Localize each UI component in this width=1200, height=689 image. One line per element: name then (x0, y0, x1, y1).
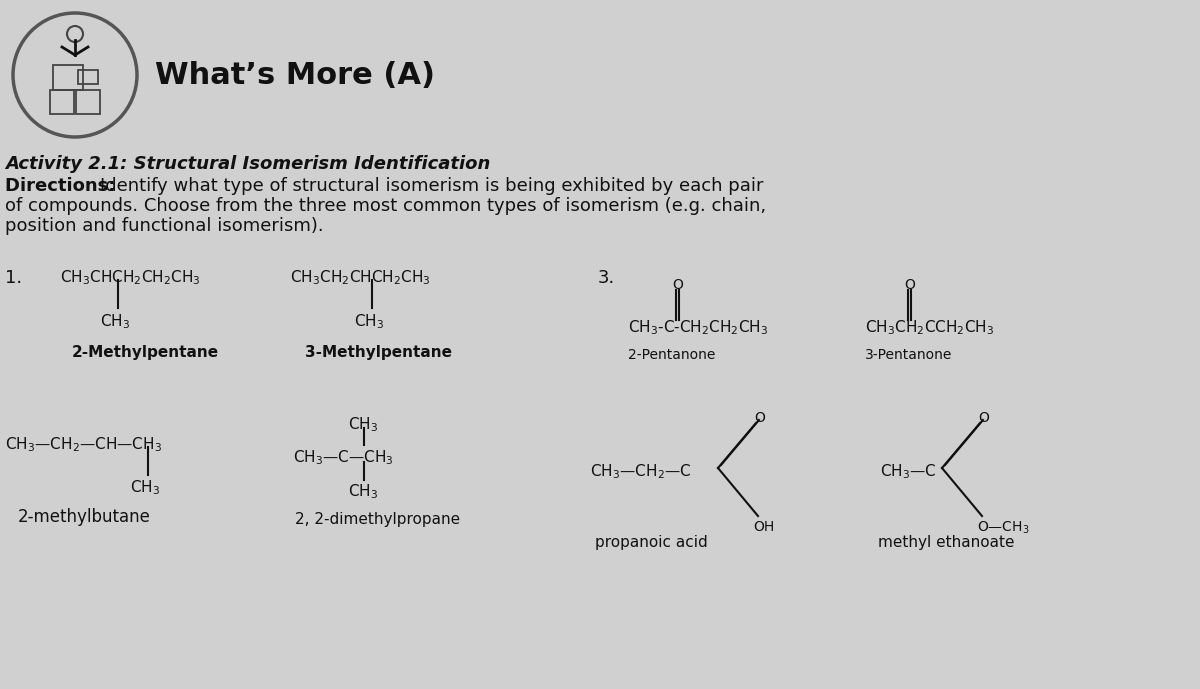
Text: O: O (904, 278, 914, 292)
Text: CH$_3$: CH$_3$ (354, 312, 384, 331)
Text: CH$_3$—CH$_2$—CH—CH$_3$: CH$_3$—CH$_2$—CH—CH$_3$ (5, 435, 162, 453)
Text: CH$_3$: CH$_3$ (130, 478, 160, 497)
Bar (53, 65, 83, 90)
Text: CH$_3$: CH$_3$ (348, 482, 378, 501)
Text: propanoic acid: propanoic acid (595, 535, 708, 550)
Text: 2-methylbutane: 2-methylbutane (18, 508, 151, 526)
Text: O: O (978, 411, 989, 425)
Text: 2, 2-dimethylpropane: 2, 2-dimethylpropane (295, 512, 460, 527)
Text: O: O (672, 278, 683, 292)
Bar (50, 90, 74, 114)
Text: CH$_3$—C—CH$_3$: CH$_3$—C—CH$_3$ (293, 448, 394, 466)
Text: Directions:: Directions: (5, 177, 121, 195)
Text: of compounds. Choose from the three most common types of isomerism (e.g. chain,: of compounds. Choose from the three most… (5, 197, 766, 215)
Text: 2-Methylpentane: 2-Methylpentane (72, 345, 220, 360)
Text: Activity 2.1: Structural Isomerism Identification: Activity 2.1: Structural Isomerism Ident… (5, 155, 491, 173)
Text: CH$_3$: CH$_3$ (348, 415, 378, 433)
Text: CH$_3$CH$_2$CHCH$_2$CH$_3$: CH$_3$CH$_2$CHCH$_2$CH$_3$ (290, 268, 431, 287)
Bar (78, 70, 98, 84)
Text: 2-Pentanone: 2-Pentanone (628, 348, 715, 362)
Text: 3-Methylpentane: 3-Methylpentane (305, 345, 452, 360)
Text: OH: OH (754, 520, 774, 534)
Text: O—CH$_3$: O—CH$_3$ (977, 520, 1030, 537)
Bar (76, 90, 100, 114)
Text: Identify what type of structural isomerism is being exhibited by each pair: Identify what type of structural isomeri… (100, 177, 763, 195)
Text: position and functional isomerism).: position and functional isomerism). (5, 217, 324, 235)
Text: CH$_3$CHCH$_2$CH$_2$CH$_3$: CH$_3$CHCH$_2$CH$_2$CH$_3$ (60, 268, 200, 287)
Text: CH$_3$: CH$_3$ (100, 312, 130, 331)
Text: 3.: 3. (598, 269, 616, 287)
Text: 3-Pentanone: 3-Pentanone (865, 348, 953, 362)
Text: CH$_3$CH$_2$CCH$_2$CH$_3$: CH$_3$CH$_2$CCH$_2$CH$_3$ (865, 318, 995, 337)
Text: CH$_3$—CH$_2$—C: CH$_3$—CH$_2$—C (590, 462, 691, 481)
Text: CH$_3$—C: CH$_3$—C (880, 462, 936, 481)
Text: CH$_3$-C-CH$_2$CH$_2$CH$_3$: CH$_3$-C-CH$_2$CH$_2$CH$_3$ (628, 318, 768, 337)
Text: methyl ethanoate: methyl ethanoate (878, 535, 1014, 550)
Text: 1.: 1. (5, 269, 22, 287)
Text: What’s More (A): What’s More (A) (155, 61, 436, 90)
Text: O: O (754, 411, 764, 425)
